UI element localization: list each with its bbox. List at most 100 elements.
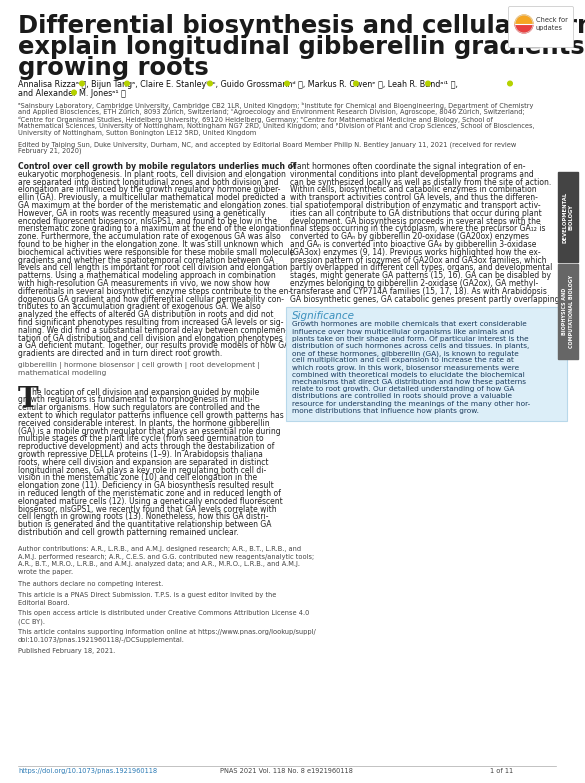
Text: with high-resolution GA measurements in vivo, we now show how: with high-resolution GA measurements in … [18,279,270,288]
Text: ities can all contribute to GA distributions that occur during plant: ities can all contribute to GA distribut… [290,209,542,218]
Text: doi:10.1073/pnas.1921960118/-/DCSupplemental.: doi:10.1073/pnas.1921960118/-/DCSuppleme… [18,637,185,643]
Text: which roots grow. In this work, biosensor measurements were: which roots grow. In this work, biosenso… [292,365,519,370]
Text: A.R., B.T., M.R.O., L.R.B., and A.M.J. analyzed data; and A.R., M.R.O., L.R.B., : A.R., B.T., M.R.O., L.R.B., and A.M.J. a… [18,561,300,568]
Text: zone. Furthermore, the accumulation rate of exogenous GA was also: zone. Furthermore, the accumulation rate… [18,233,281,241]
Circle shape [508,81,512,86]
Text: a GA deficient mutant. Together, our results provide models of how GA: a GA deficient mutant. Together, our res… [18,341,290,351]
Text: Annalisa Rizzaᵃ ⓘ, Bijun Tangᵃ, Claire E. Stanleyᵇʸᶜ, Guido Grossmannᵈ ⓘ, Markus: Annalisa Rizzaᵃ ⓘ, Bijun Tangᵃ, Claire E… [18,80,458,89]
Bar [558,264,578,359]
Text: and Applied Biosciences, ETH Zürich, 8093 Zürich, Switzerland; ᶜAgroecology and : and Applied Biosciences, ETH Zürich, 809… [18,109,525,115]
Text: partly overlapped in different cell types, organs, and developmental: partly overlapped in different cell type… [290,263,552,272]
Text: elongated mature cells (12). Using a genetically encoded fluorescent: elongated mature cells (12). Using a gen… [18,496,283,506]
Text: are separated into distinct longitudinal zones and both division and: are separated into distinct longitudinal… [18,178,278,186]
Text: can be synthesized locally as well as distally from the site of action.: can be synthesized locally as well as di… [290,178,551,186]
Text: However, GA in roots was recently measured using a genetically: However, GA in roots was recently measur… [18,209,266,218]
Wedge shape [515,15,533,24]
Text: mechanisms that direct GA distribution and how these patterns: mechanisms that direct GA distribution a… [292,379,526,385]
Text: GA maximum at the border of the meristematic and elongation zones.: GA maximum at the border of the meristem… [18,201,288,210]
Text: influence over how multicellular organisms like animals and: influence over how multicellular organis… [292,329,514,334]
Text: converted to GAₙ by gibberellin 20-oxidase (GA20ox) enzymes: converted to GAₙ by gibberellin 20-oxida… [290,233,529,241]
Text: growing roots: growing roots [18,56,209,80]
Text: distribution and cell growth patterning remained unclear.: distribution and cell growth patterning … [18,528,239,537]
Text: analyzed the effects of altered GA distribution in roots and did not: analyzed the effects of altered GA distr… [18,310,274,319]
Circle shape [208,81,212,86]
Text: (CC BY).: (CC BY). [18,619,45,625]
Text: This article is a PNAS Direct Submission. T.P.S. is a guest editor invited by th: This article is a PNAS Direct Submission… [18,592,276,597]
Text: DEVELOPMENTAL
BIOLOGY: DEVELOPMENTAL BIOLOGY [562,191,574,243]
Text: and GAₙ is converted into bioactive GA₄ by gibberellin 3-oxidase: and GAₙ is converted into bioactive GA₄ … [290,240,536,249]
Text: relate to root growth. Our detailed understanding of how GA: relate to root growth. Our detailed unde… [292,386,514,392]
Text: growth repressive DELLA proteins (1–9). In Arabidopsis thaliana: growth repressive DELLA proteins (1–9). … [18,450,263,459]
Text: stages, might generate GA patterns (15, 16). GA can be disabled by: stages, might generate GA patterns (15, … [290,271,551,280]
Text: (GA) is a mobile growth regulator that plays an essential role during: (GA) is a mobile growth regulator that p… [18,427,281,435]
Text: gradients are directed and in turn direct root growth.: gradients are directed and in turn direc… [18,349,222,358]
Text: plants take on their shape and form. Of particular interest is the: plants take on their shape and form. Of … [292,336,529,342]
Text: Significance: Significance [292,312,355,321]
Text: University of Nottingham, Sutton Bonington LE12 5RD, United Kingdom: University of Nottingham, Sutton Boningt… [18,130,256,136]
Text: February 21, 2020): February 21, 2020) [18,148,82,154]
Text: cell multiplication and cell expansion to increase the rate at: cell multiplication and cell expansion t… [292,357,514,363]
Text: The authors declare no competing interest.: The authors declare no competing interes… [18,581,163,587]
Text: final steps occurring in the cytoplasm, where the precursor GA₁₂ is: final steps occurring in the cytoplasm, … [290,225,545,233]
Text: differentials in several biosynthetic enzyme steps contribute to the en-: differentials in several biosynthetic en… [18,287,291,296]
Text: roots, where cell division and expansion are separated in distinct: roots, where cell division and expansion… [18,458,269,467]
Text: longitudinal zones, GA plays a key role in regulating both cell di-: longitudinal zones, GA plays a key role … [18,466,266,474]
Text: https://doi.org/10.1073/pnas.1921960118: https://doi.org/10.1073/pnas.1921960118 [18,768,157,774]
Text: gibberellin | hormone biosensor | cell growth | root development |: gibberellin | hormone biosensor | cell g… [18,362,260,369]
Text: tial spatiotemporal distribution of enzymatic and transport activ-: tial spatiotemporal distribution of enzy… [290,201,541,210]
Text: distribution of such hormones across cells and tissues. In plants,: distribution of such hormones across cel… [292,343,529,349]
Text: Control over cell growth by mobile regulators underlies much of: Control over cell growth by mobile regul… [18,162,297,171]
Text: levels and cell length is important for root cell division and elongation: levels and cell length is important for … [18,263,288,272]
Text: one of these hormones, gibberellin (GA), is known to regulate: one of these hormones, gibberellin (GA),… [292,350,519,357]
Text: mathematical modeling: mathematical modeling [18,370,106,376]
Text: tation of GA distribution and cell division and elongation phenotypes in: tation of GA distribution and cell divis… [18,334,292,343]
Text: cellular organisms. How such regulators are controlled and the: cellular organisms. How such regulators … [18,403,260,412]
Text: enzymes belonging to gibberellin 2-oxidase (GA2ox), GA methyl-: enzymes belonging to gibberellin 2-oxida… [290,279,538,288]
Text: dogenous GA gradient and how differential cellular permeability con-: dogenous GA gradient and how differentia… [18,294,284,304]
Text: cell length in growing roots (13). Nonetheless, how this GA distri-: cell length in growing roots (13). Nonet… [18,512,269,521]
Text: GA biosynthetic genes, GA catabolic genes present partly overlapping: GA biosynthetic genes, GA catabolic gene… [290,294,559,304]
Text: multiple stages of the plant life cycle (from seed germination to: multiple stages of the plant life cycle … [18,435,264,443]
Text: meristematic zone grading to a maximum at the end of the elongation: meristematic zone grading to a maximum a… [18,225,290,233]
Circle shape [80,81,84,86]
Text: eukaryotic morphogenesis. In plant roots, cell division and elongation: eukaryotic morphogenesis. In plant roots… [18,170,286,179]
Text: find significant phenotypes resulting from increased GA levels or sig-: find significant phenotypes resulting fr… [18,318,284,327]
Circle shape [72,90,76,95]
Bar [286,308,567,421]
Text: Mathematical Sciences, University of Nottingham, Nottingham NG7 2RD, United King: Mathematical Sciences, University of Not… [18,123,535,129]
Text: This open access article is distributed under Creative Commons Attribution Licen: This open access article is distributed … [18,611,309,616]
Bar [558,172,578,262]
Text: biochemical activities were responsible for these mobile small molecule: biochemical activities were responsible … [18,247,294,257]
Text: bution is generated and the quantitative relationship between GA: bution is generated and the quantitative… [18,520,271,529]
Circle shape [426,81,431,86]
Text: reproductive development) and acts through the destabilization of: reproductive development) and acts throu… [18,442,274,451]
Text: growth regulators is fundamental to morphogenesis in multi-: growth regulators is fundamental to morp… [18,395,253,404]
Text: Check for
updates: Check for updates [536,17,568,31]
Text: encoded fluorescent biosensor, nlsGPS1, and found to be low in the: encoded fluorescent biosensor, nlsGPS1, … [18,217,277,226]
Text: Author contributions: A.R., L.R.B., and A.M.J. designed research; A.R., B.T., L.: Author contributions: A.R., L.R.B., and … [18,546,301,552]
Text: Differential biosynthesis and cellular permeability: Differential biosynthesis and cellular p… [18,14,585,38]
Text: elongation zone (11). Deficiency in GA biosynthesis resulted result: elongation zone (11). Deficiency in GA b… [18,482,274,490]
Text: ᵃSainsbury Laboratory, Cambridge University, Cambridge CB2 1LR, United Kingdom; : ᵃSainsbury Laboratory, Cambridge Univers… [18,102,534,109]
Text: biosensor, nlsGPS1, we recently found that GA levels correlate with: biosensor, nlsGPS1, we recently found th… [18,504,277,514]
Text: wrote the paper.: wrote the paper. [18,569,73,576]
Text: A.M.J. performed research; A.R., C.E.S. and G.G. contributed new reagents/analyt: A.M.J. performed research; A.R., C.E.S. … [18,554,314,560]
Circle shape [354,81,358,86]
Text: he location of cell division and expansion guided by mobile: he location of cell division and expansi… [32,388,259,397]
Text: with transport activities control GA levels, and thus the differen-: with transport activities control GA lev… [290,193,538,202]
Text: ᵈCentre for Organismal Studies, Heidelberg University, 69120 Heidelberg, Germany: ᵈCentre for Organismal Studies, Heidelbe… [18,116,493,123]
Text: patterns. Using a mathematical modeling approach in combination: patterns. Using a mathematical modeling … [18,271,276,280]
Text: 1 of 11: 1 of 11 [490,768,513,774]
Text: elongation are influenced by the growth regulatory hormone gibber-: elongation are influenced by the growth … [18,186,280,194]
Text: explain longitudinal gibberellin gradients in: explain longitudinal gibberellin gradien… [18,35,585,59]
Wedge shape [515,24,533,33]
Text: BIOPHYSICS AND
COMPUTATIONAL BIOLOGY: BIOPHYSICS AND COMPUTATIONAL BIOLOGY [562,275,574,348]
FancyBboxPatch shape [508,6,573,48]
Text: Editorial Board.: Editorial Board. [18,600,70,605]
Text: found to be higher in the elongation zone. It was still unknown which: found to be higher in the elongation zon… [18,240,283,249]
Text: and Alexander M. Jonesᵃ¹ ⓘ: and Alexander M. Jonesᵃ¹ ⓘ [18,89,126,98]
Text: mone distributions that influence how plants grow.: mone distributions that influence how pl… [292,408,479,413]
Text: combined with theoretical models to elucidate the biochemical: combined with theoretical models to eluc… [292,372,525,378]
Text: distributions are controlled in roots should prove a valuable: distributions are controlled in roots sh… [292,393,512,399]
Text: ellin (GA). Previously, a multicellular mathematical model predicted a: ellin (GA). Previously, a multicellular … [18,193,285,202]
